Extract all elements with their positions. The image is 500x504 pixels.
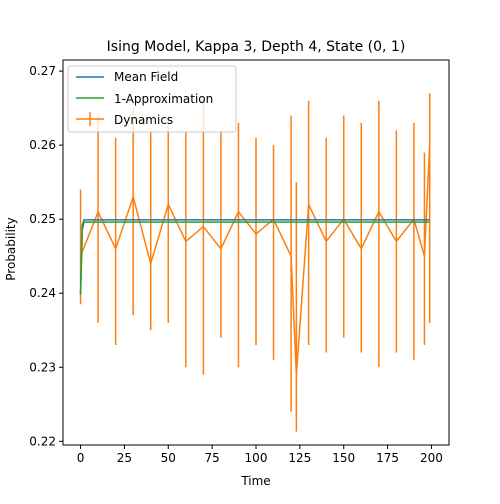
x-axis-label: Time	[240, 474, 270, 488]
1-approximation-line	[79, 221, 430, 295]
legend-label-mean-field: Mean Field	[114, 70, 178, 84]
x-tick-label: 50	[161, 451, 176, 465]
y-tick-label: 0.23	[29, 360, 56, 374]
y-axis: 0.22 0.23 0.24 0.25 0.26 0.27	[29, 64, 63, 448]
legend-box	[67, 65, 237, 133]
chart-title: Ising Model, Kappa 3, Depth 4, State (0,…	[107, 39, 406, 55]
x-tick-label: 100	[245, 451, 268, 465]
x-tick-label: 75	[204, 451, 219, 465]
y-tick-label: 0.22	[29, 434, 56, 448]
plot-area	[79, 93, 431, 432]
x-axis: 0 25 50 75 100 125 150 175 200	[77, 445, 443, 465]
x-tick-label: 125	[288, 451, 311, 465]
legend-label-1-approximation: 1-Approximation	[114, 92, 213, 106]
x-tick-label: 150	[332, 451, 355, 465]
x-tick-label: 200	[420, 451, 443, 465]
x-tick-label: 0	[77, 451, 85, 465]
series-1-approximation	[79, 221, 430, 295]
y-tick-label: 0.24	[29, 286, 56, 300]
y-tick-label: 0.25	[29, 212, 56, 226]
legend-label-dynamics: Dynamics	[114, 113, 173, 127]
plot-frame	[62, 59, 450, 446]
y-tick-label: 0.26	[29, 138, 56, 152]
x-tick-label: 175	[376, 451, 399, 465]
x-tick-label: 25	[117, 451, 132, 465]
y-axis-label: Probability	[4, 217, 18, 280]
legend: Mean Field 1-Approximation Dynamics	[67, 65, 237, 133]
y-tick-label: 0.27	[29, 64, 56, 78]
